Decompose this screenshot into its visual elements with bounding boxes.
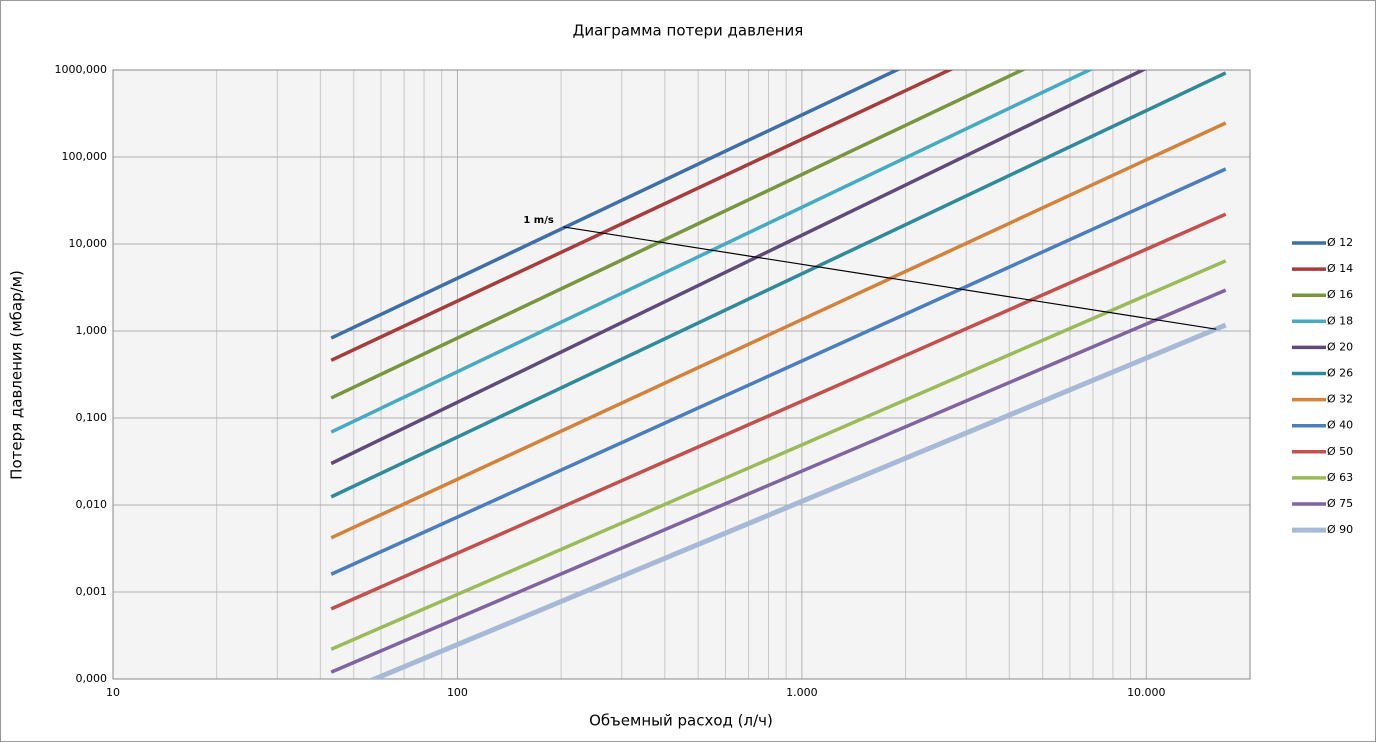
legend-label: Ø 40 [1327,419,1353,432]
y-tick-label: 100,000 [62,150,108,163]
legend-label: Ø 14 [1327,262,1353,275]
legend-label: Ø 18 [1327,314,1353,327]
y-tick-label: 1000,000 [55,63,108,76]
y-tick-label: 0,100 [76,411,108,424]
legend-label: Ø 75 [1327,497,1353,510]
x-axis-label: Объемный расход (л/ч) [589,712,773,730]
x-tick-label: 10 [106,686,120,699]
legend-label: Ø 16 [1327,288,1353,301]
legend-label: Ø 12 [1327,236,1353,249]
y-tick-label: 0,000 [76,672,108,685]
y-tick-label: 10,000 [69,237,108,250]
legend-label: Ø 90 [1327,523,1353,536]
annotation-line [563,226,1217,330]
series-line [330,71,1227,499]
series-line [330,121,1227,540]
series-line [330,212,1227,611]
legend-label: Ø 63 [1327,471,1353,484]
annotation-label: 1 m/s [523,215,554,226]
y-tick-label: 1,000 [76,324,108,337]
series-line [368,322,1227,679]
y-axis-label: Потеря давления (мбар/м) [8,270,26,480]
x-tick-label: 1.000 [786,686,818,699]
x-tick-label: 10.000 [1127,686,1166,699]
series-line [330,70,1147,466]
plot-frame [112,69,1251,680]
y-tick-label: 0,010 [76,498,108,511]
series-line [330,70,1094,434]
series-line [330,70,954,362]
series-line [330,288,1227,674]
legend-label: Ø 26 [1327,367,1353,380]
series-group [330,70,1227,679]
legend-label: Ø 20 [1327,340,1353,353]
y-tick-label: 0,001 [76,585,108,598]
x-tick-label: 100 [447,686,468,699]
chart-title: Диаграмма потери давления [573,22,804,40]
legend-label: Ø 32 [1327,393,1353,406]
series-line [330,167,1227,576]
series-line [330,70,1027,400]
series-line [330,259,1227,651]
legend-label: Ø 50 [1327,445,1353,458]
series-line [330,70,901,340]
